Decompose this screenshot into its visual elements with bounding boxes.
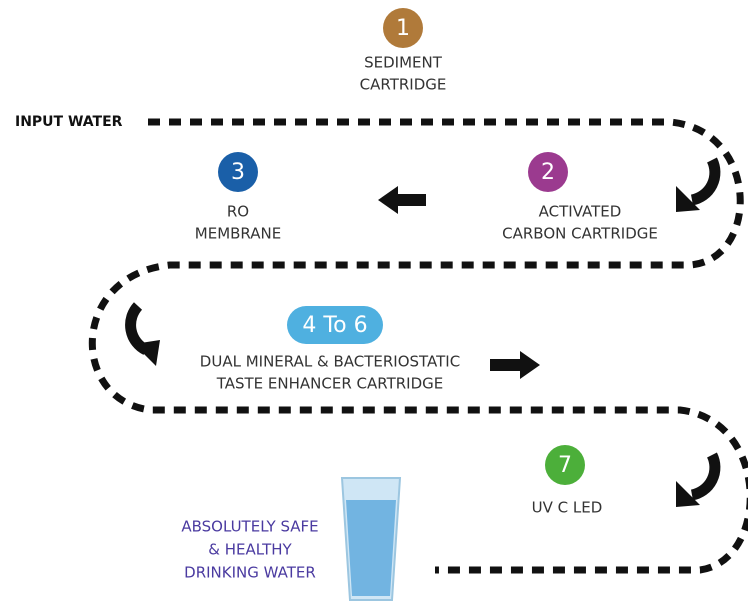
glass-icon <box>342 478 400 600</box>
step-label: TASTE ENHANCER CARTRIDGE <box>216 375 444 393</box>
arrow-head <box>134 340 160 366</box>
output-label: DRINKING WATER <box>184 564 316 582</box>
step-number: 7 <box>558 453 572 478</box>
input-label: INPUT WATER <box>15 114 123 130</box>
output-label: & HEALTHY <box>208 541 292 559</box>
arrow-left <box>378 186 426 214</box>
arrow-right <box>490 351 540 379</box>
step-number: 2 <box>541 160 555 185</box>
step-label: UV C LED <box>532 499 603 517</box>
water-path <box>92 122 748 570</box>
step-label: RO <box>227 203 249 221</box>
step-label: ACTIVATED <box>539 203 622 221</box>
diagram: INPUT WATER 1 SEDIMENT CARTRIDGE 2 ACTIVATED… <box>0 0 748 606</box>
curve-arrow <box>692 455 715 495</box>
step-label: CARBON CARTRIDGE <box>502 225 658 243</box>
step-number: 4 To 6 <box>302 313 367 338</box>
step-number: 3 <box>231 160 245 185</box>
step-label: MEMBRANE <box>195 225 281 243</box>
curve-arrow <box>692 160 715 200</box>
step-label: DUAL MINERAL & BACTERIOSTATIC <box>200 353 460 371</box>
step-label: CARTRIDGE <box>360 76 447 94</box>
step-number: 1 <box>396 16 410 41</box>
output-label: ABSOLUTELY SAFE <box>181 518 318 536</box>
step-label: SEDIMENT <box>364 54 443 72</box>
